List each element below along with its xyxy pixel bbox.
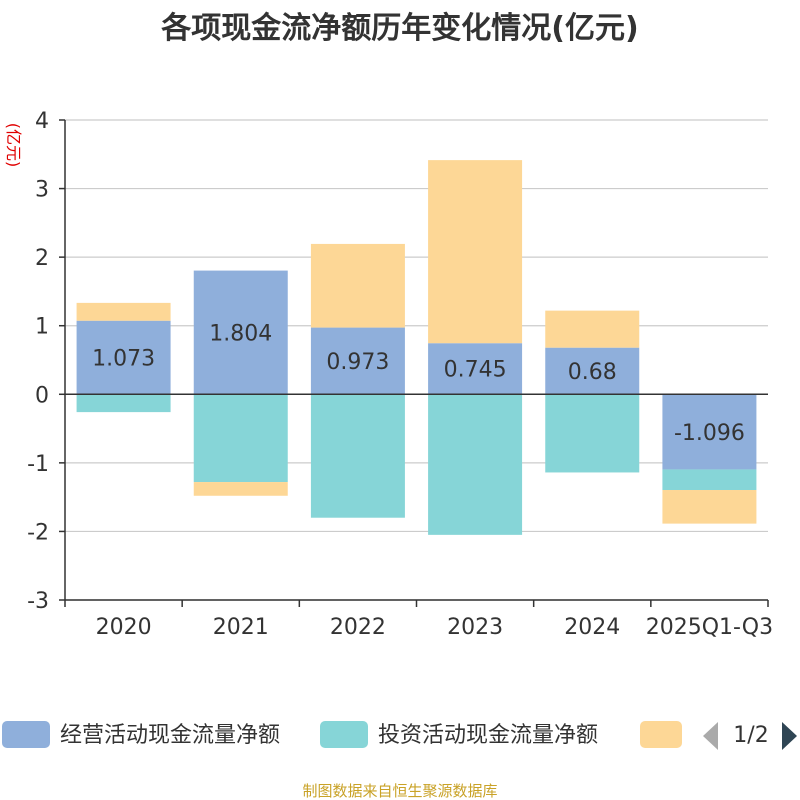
bar-1-2025Q1-Q3[interactable] <box>662 394 757 470</box>
y-tick-label: 3 <box>35 178 49 203</box>
bar-3-2020[interactable] <box>76 302 171 321</box>
y-tick-label: -1 <box>27 452 49 477</box>
legend-swatch-operating[interactable] <box>2 721 50 748</box>
bar-1-2024[interactable] <box>545 347 640 395</box>
x-tick-label: 2021 <box>213 615 269 640</box>
bar-3-2022[interactable] <box>310 243 405 328</box>
axes: 4 3 2 1 0 -1 -2 -3 2020 2021 2022 2023 2024 2025Q1-Q3 <box>27 109 773 640</box>
legend-swatch-investing[interactable] <box>320 721 368 748</box>
data-label: 1.073 <box>92 346 155 371</box>
x-tick-label: 2024 <box>564 615 620 640</box>
legend-label-operating[interactable]: 经营活动现金流量净额 <box>60 723 280 748</box>
legend-prev-page-icon[interactable] <box>703 722 718 750</box>
bar-3-2021[interactable] <box>193 482 288 496</box>
bar-1-2020[interactable] <box>76 320 171 395</box>
bar-3-2025Q1-Q3[interactable] <box>662 490 757 524</box>
bar-2-2022[interactable] <box>310 394 405 518</box>
source-note: 制图数据来自恒生聚源数据库 <box>302 782 497 800</box>
y-tick-label: 0 <box>35 383 49 408</box>
bar-2-2024[interactable] <box>545 394 640 473</box>
data-label: -1.096 <box>674 421 745 446</box>
bar-2-2025Q1-Q3[interactable] <box>662 469 757 491</box>
x-tick-label: 2025Q1-Q3 <box>646 615 773 640</box>
legend-page-indicator: 1/2 <box>733 723 768 748</box>
legend: 经营活动现金流量净额 投资活动现金流量净额 1/2 <box>2 721 797 750</box>
bar-3-2024[interactable] <box>545 310 640 348</box>
y-tick-label: 2 <box>35 246 49 271</box>
data-label: 0.68 <box>568 360 617 385</box>
bar-3-2023[interactable] <box>428 160 523 344</box>
bar-1-2023[interactable] <box>428 343 523 395</box>
data-label: 0.973 <box>326 350 389 375</box>
data-label: 1.804 <box>209 321 272 346</box>
bar-1-2022[interactable] <box>310 327 405 395</box>
y-tick-label: 4 <box>35 109 49 134</box>
x-tick-label: 2022 <box>330 615 386 640</box>
chart-title: 各项现金流净额历年变化情况(亿元) <box>160 11 638 46</box>
data-labels: 1.073 1.804 0.973 0.745 0.68 -1.096 <box>92 321 745 445</box>
y-tick-label: 1 <box>35 315 49 340</box>
x-tick-label: 2023 <box>447 615 503 640</box>
x-tick-label: 2020 <box>96 615 152 640</box>
data-label: 0.745 <box>444 358 507 383</box>
bar-2-2021[interactable] <box>193 394 288 483</box>
bar-2-2020[interactable] <box>76 394 171 413</box>
y-tick-label: -2 <box>27 520 49 545</box>
bar-1-2021[interactable] <box>193 270 288 395</box>
bar-2-2023[interactable] <box>428 394 523 535</box>
legend-next-page-icon[interactable] <box>782 722 797 750</box>
legend-swatch-financing[interactable] <box>640 721 682 748</box>
bars <box>76 160 757 535</box>
y-tick-label: -3 <box>27 589 49 614</box>
legend-label-investing[interactable]: 投资活动现金流量净额 <box>378 723 598 748</box>
y-axis-label: (亿元) <box>4 123 23 168</box>
